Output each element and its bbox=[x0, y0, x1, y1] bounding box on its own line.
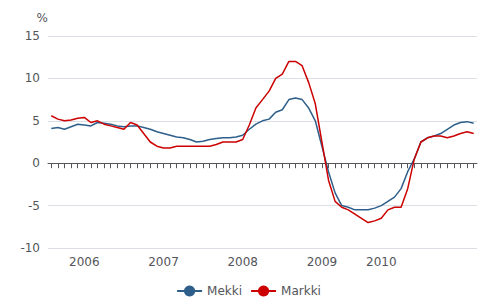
svg-text:0: 0 bbox=[32, 156, 40, 170]
svg-text:2008: 2008 bbox=[227, 255, 258, 269]
svg-text:2010: 2010 bbox=[366, 255, 397, 269]
svg-text:Markki: Markki bbox=[281, 284, 321, 298]
svg-text:2007: 2007 bbox=[148, 255, 179, 269]
svg-text:%: % bbox=[37, 11, 48, 25]
svg-text:10: 10 bbox=[25, 71, 40, 85]
svg-text:Mekki: Mekki bbox=[207, 284, 242, 298]
svg-text:-10: -10 bbox=[20, 241, 40, 255]
svg-text:-5: -5 bbox=[28, 199, 40, 213]
svg-text:2009: 2009 bbox=[307, 255, 338, 269]
svg-text:15: 15 bbox=[25, 29, 40, 43]
svg-text:2006: 2006 bbox=[69, 255, 100, 269]
svg-text:5: 5 bbox=[32, 114, 40, 128]
